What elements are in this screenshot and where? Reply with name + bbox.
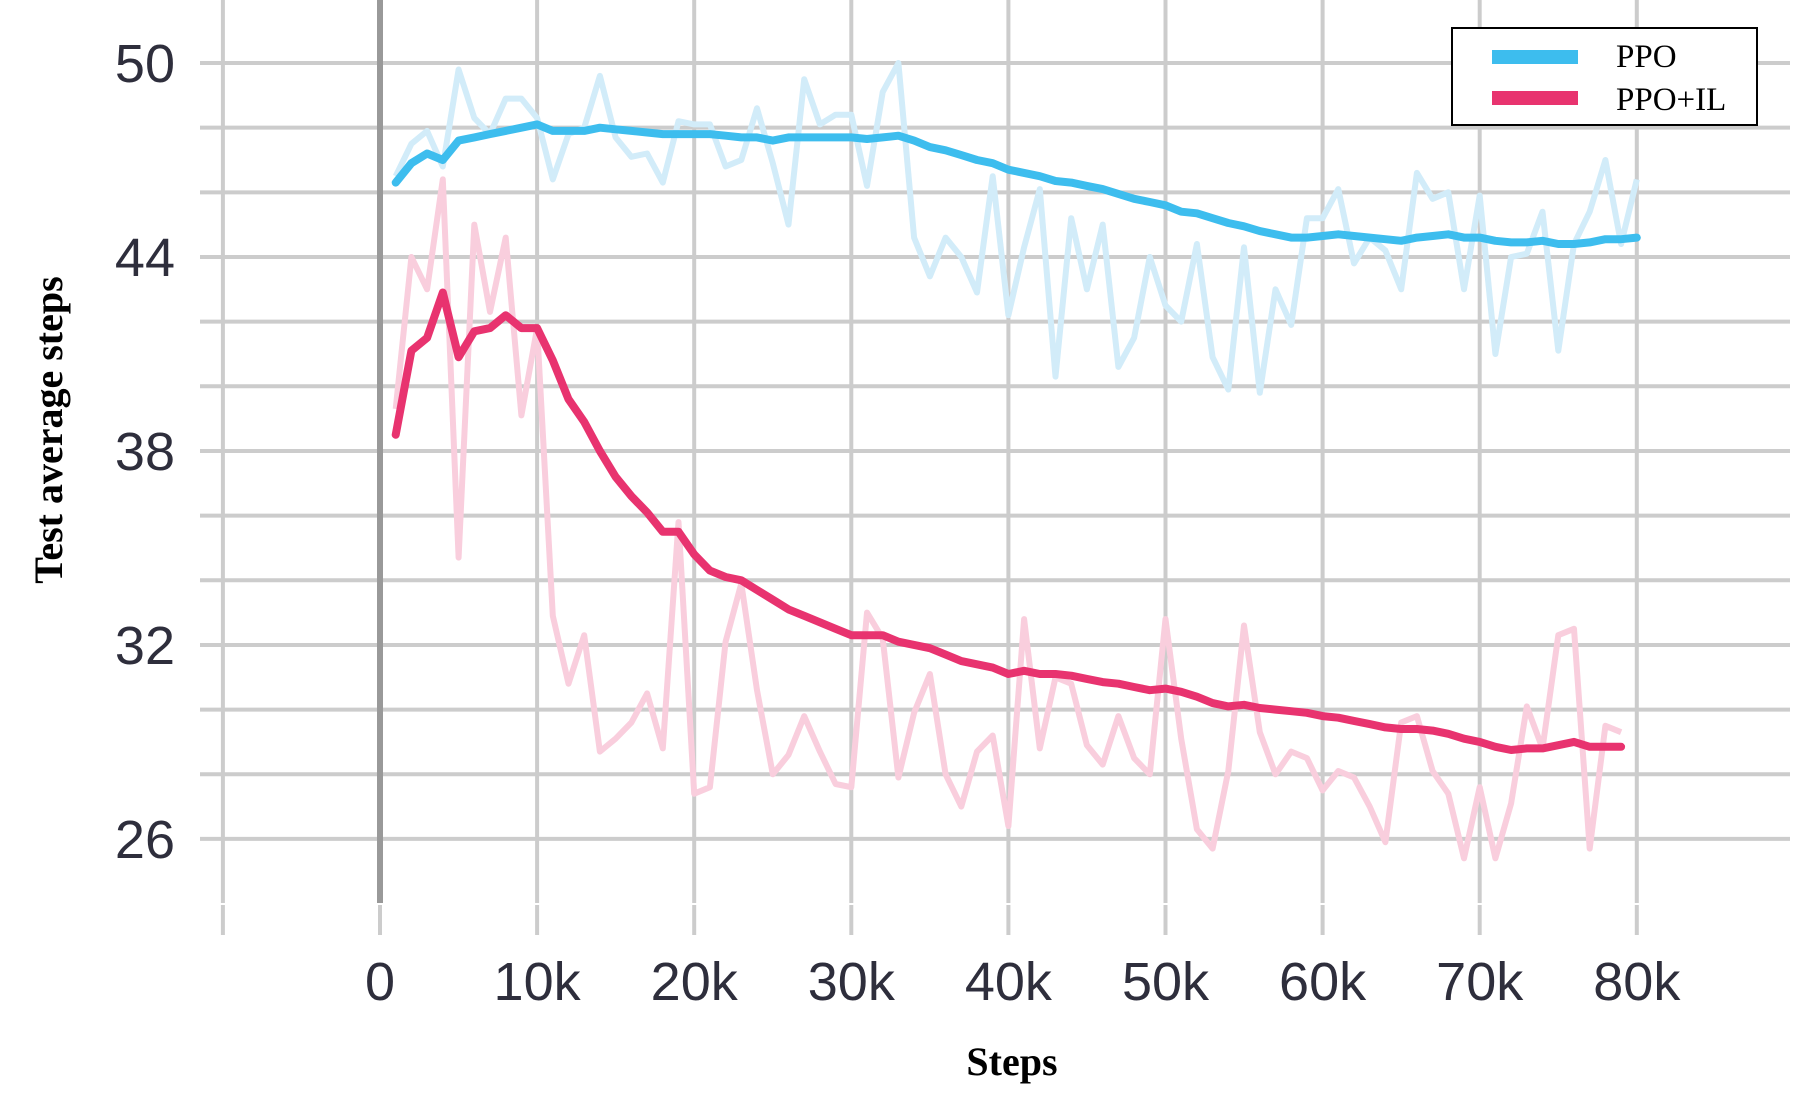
series-line-ppo	[391, 120, 1641, 248]
x-tick-label: 50k	[1122, 952, 1210, 1012]
raw-line-ppo-il	[392, 176, 1623, 862]
legend-label-ppo: PPO	[1616, 39, 1677, 75]
x-axis-title: Steps	[966, 1039, 1057, 1084]
legend-box	[1451, 27, 1758, 126]
y-tick-label: 44	[115, 228, 175, 288]
smoothed-lines	[391, 120, 1641, 754]
raw-lines	[392, 60, 1640, 862]
x-tick-label: 20k	[651, 952, 739, 1012]
x-tick-labels: 0 10k 20k 30k 40k 50k 60k 70k 80k	[365, 952, 1681, 1012]
raw-line-ppo	[393, 60, 1640, 396]
y-tick-label: 32	[115, 616, 175, 676]
y-tick-label: 50	[115, 34, 175, 94]
x-tick-label: 80k	[1593, 952, 1681, 1012]
x-tick-label: 30k	[808, 952, 896, 1012]
x-tick-label: 0	[365, 952, 395, 1012]
x-tick-label: 70k	[1436, 952, 1524, 1012]
y-tick-labels: 26 32 38 44 50	[115, 34, 175, 870]
y-tick-label: 38	[115, 422, 175, 482]
y-axis-title: Test average steps	[26, 276, 71, 583]
legend: PPO PPO+IL	[1451, 27, 1758, 126]
series-line-ppo-il	[391, 288, 1626, 754]
grid	[200, 0, 1790, 935]
legend-label-ppo-il: PPO+IL	[1616, 82, 1726, 118]
x-tick-label: 10k	[494, 952, 582, 1012]
y-tick-label: 26	[115, 810, 175, 870]
x-tick-label: 60k	[1279, 952, 1367, 1012]
x-tick-label: 40k	[965, 952, 1053, 1012]
